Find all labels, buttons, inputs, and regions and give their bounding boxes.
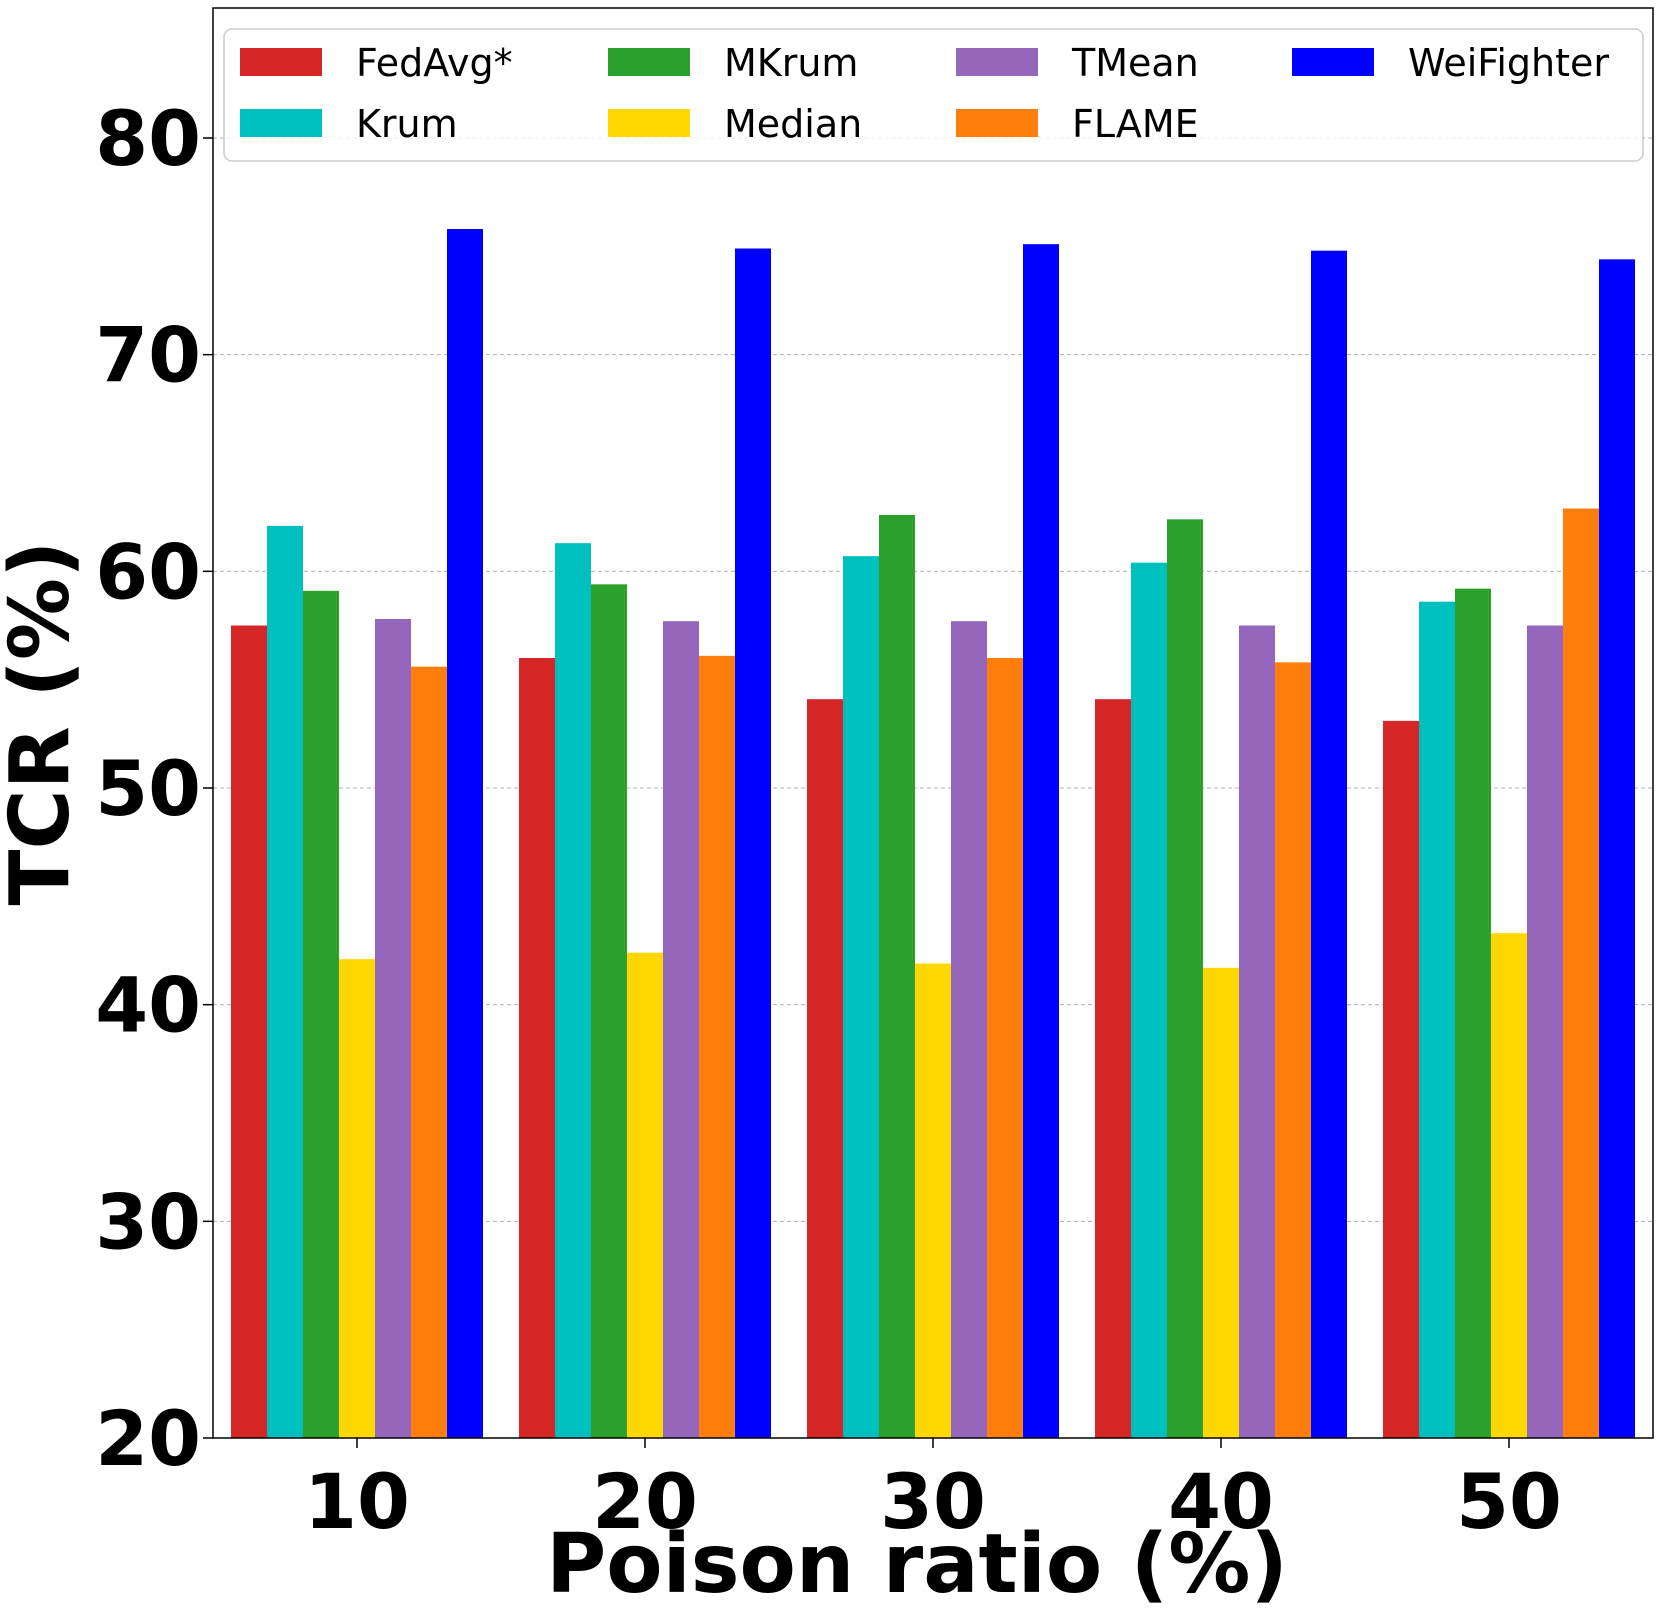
bar-flame-30 xyxy=(987,658,1023,1438)
x-axis-ticks: 10 20 30 40 50 xyxy=(304,1438,1562,1546)
bar-fedavg-40 xyxy=(1095,699,1131,1438)
y-axis-ticks: 20 30 40 50 60 70 80 xyxy=(95,94,213,1483)
bar-fedavg-10 xyxy=(231,625,267,1438)
legend: FedAvg* Krum MKrum Median TMean FLAME WeiFight… xyxy=(223,28,1644,162)
x-tick-label: 50 xyxy=(1456,1457,1562,1546)
bar-mkrum-10 xyxy=(303,590,339,1438)
bar-flame-50 xyxy=(1563,508,1599,1438)
y-axis-label: TCR (%) xyxy=(0,541,88,906)
bar-krum-50 xyxy=(1419,601,1455,1438)
y-tick-label: 50 xyxy=(95,744,201,833)
legend-swatch xyxy=(240,109,322,137)
bar-tmean-30 xyxy=(951,621,987,1438)
bar-weifighter-50 xyxy=(1599,259,1635,1438)
legend-label: TMean xyxy=(1071,41,1199,85)
legend-label: WeiFighter xyxy=(1408,41,1609,85)
bar-weifighter-30 xyxy=(1023,244,1059,1439)
bar-krum-20 xyxy=(555,543,591,1438)
bar-fedavg-50 xyxy=(1383,720,1419,1438)
legend-swatch xyxy=(608,109,690,137)
bar-fedavg-30 xyxy=(807,699,843,1438)
bar-weifighter-10 xyxy=(447,229,483,1438)
legend-label: Krum xyxy=(356,102,458,146)
bar-krum-40 xyxy=(1131,562,1167,1438)
y-tick-label: 20 xyxy=(95,1394,201,1483)
y-tick-label: 40 xyxy=(95,961,201,1050)
bar-mkrum-50 xyxy=(1455,588,1491,1438)
y-tick-label: 70 xyxy=(95,311,201,400)
bar-flame-10 xyxy=(411,666,447,1438)
x-axis-label: Poison ratio (%) xyxy=(546,1517,1288,1612)
bar-median-50 xyxy=(1491,933,1527,1438)
legend-swatch xyxy=(956,109,1038,137)
legend-swatch xyxy=(608,48,690,76)
y-tick-label: 30 xyxy=(95,1177,201,1266)
bar-fedavg-20 xyxy=(519,658,555,1438)
bar-median-30 xyxy=(915,963,951,1438)
x-tick-label: 40 xyxy=(1168,1457,1274,1546)
bar-flame-40 xyxy=(1275,662,1311,1438)
bar-krum-10 xyxy=(267,525,303,1438)
x-tick-label: 30 xyxy=(880,1457,986,1546)
bar-median-10 xyxy=(339,959,375,1438)
bar-tmean-20 xyxy=(663,621,699,1438)
bar-mkrum-30 xyxy=(879,515,915,1438)
legend-swatch xyxy=(1292,48,1374,76)
bar-flame-20 xyxy=(699,655,735,1438)
bar-weifighter-40 xyxy=(1311,250,1347,1439)
bar-tmean-10 xyxy=(375,619,411,1438)
bar-tmean-50 xyxy=(1527,625,1563,1438)
y-tick-label: 80 xyxy=(95,94,201,183)
bar-tmean-40 xyxy=(1239,625,1275,1438)
y-tick-label: 60 xyxy=(95,527,201,616)
legend-label: FedAvg* xyxy=(356,41,513,85)
legend-frame xyxy=(223,28,1644,162)
legend-label: MKrum xyxy=(724,41,858,85)
bar-mkrum-20 xyxy=(591,584,627,1438)
bar-median-40 xyxy=(1203,967,1239,1438)
x-tick-label: 20 xyxy=(592,1457,698,1546)
bar-weifighter-20 xyxy=(735,248,771,1438)
x-tick-label: 10 xyxy=(304,1457,410,1546)
bar-mkrum-40 xyxy=(1167,519,1203,1438)
bar-median-20 xyxy=(627,952,663,1438)
bar-krum-30 xyxy=(843,556,879,1438)
legend-swatch xyxy=(240,48,322,76)
bars xyxy=(231,229,1635,1439)
legend-swatch xyxy=(956,48,1038,76)
legend-label: FLAME xyxy=(1072,102,1199,146)
legend-label: Median xyxy=(724,102,862,146)
